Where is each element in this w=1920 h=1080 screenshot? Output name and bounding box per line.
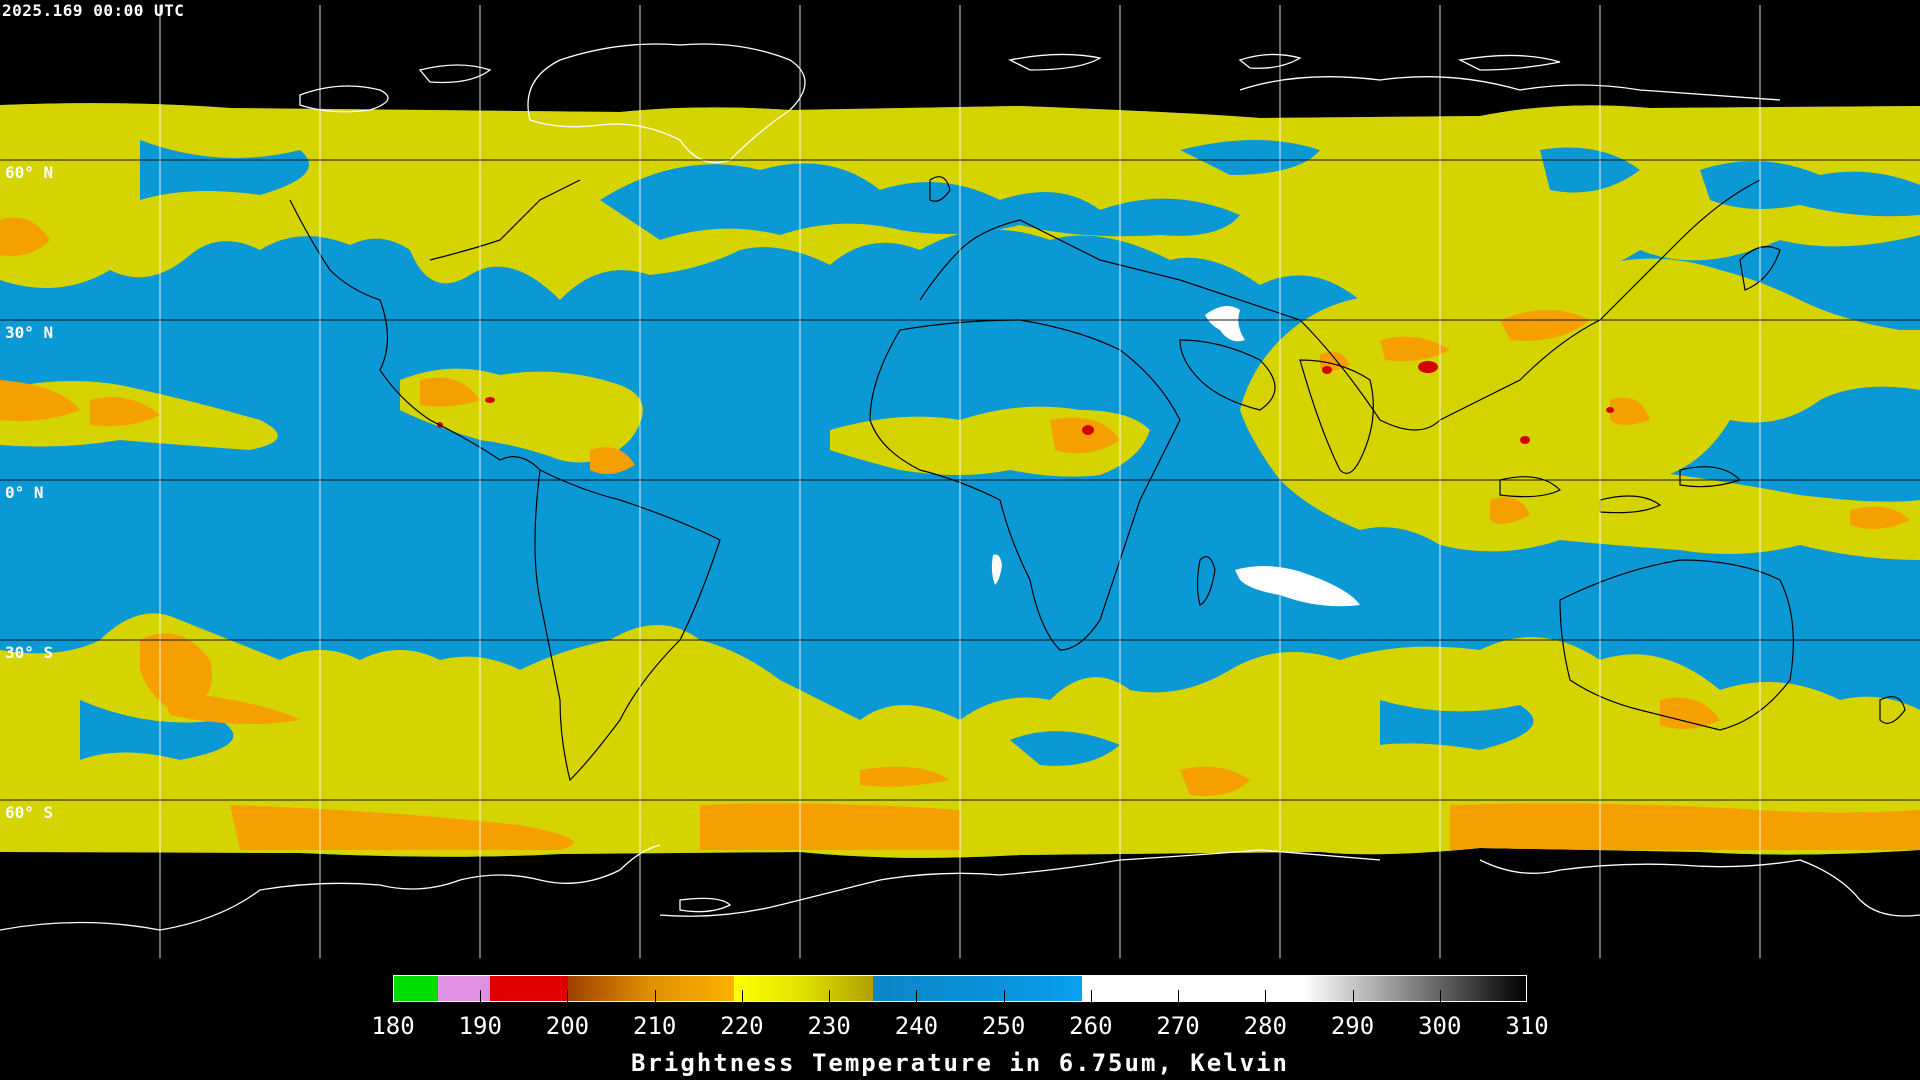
- asia-moist-region: [1240, 258, 1920, 552]
- colorbar-tick-mark: [1352, 990, 1354, 1002]
- south-dry-intrusion: [80, 700, 234, 760]
- colorbar-tick-label: 250: [981, 1012, 1026, 1040]
- colorbar-tick-mark: [1178, 990, 1180, 1002]
- colorbar-tick-label: 200: [545, 1012, 590, 1040]
- satellite-map: [0, 5, 1920, 958]
- colorbar-tick-mark: [916, 990, 918, 1002]
- deep-convection-cells: [437, 361, 1614, 444]
- colorbar-tick-mark: [1090, 990, 1092, 1002]
- colorbar-tick-mark: [567, 990, 569, 1002]
- longitude-lines: [159, 5, 1761, 958]
- colorbar-tick-label: 230: [807, 1012, 851, 1040]
- colorbar-segment: [489, 976, 569, 1001]
- colorbar-title: Brightness Temperature in 6.75um, Kelvin: [631, 1049, 1289, 1077]
- colorbar-tick-mark: [741, 990, 743, 1002]
- north-dry-intrusion: [1700, 161, 1920, 217]
- colorbar-tick-label: 300: [1418, 1012, 1462, 1040]
- north-dry-intrusion: [1180, 140, 1320, 175]
- colorbar-tick-label: 310: [1505, 1012, 1549, 1040]
- colorbar-tick-label: 260: [1069, 1012, 1113, 1040]
- colorbar-segment: [872, 976, 1082, 1001]
- colorbar-tick-label: 180: [371, 1012, 415, 1040]
- colorbar-segment: [437, 976, 490, 1001]
- colorbar-tick-mark: [1265, 990, 1267, 1002]
- north-dry-intrusion: [140, 140, 309, 200]
- cold-patches: [0, 217, 1920, 850]
- lat-label-60s: 60° S: [5, 803, 54, 822]
- lat-label-0n: 0° N: [5, 483, 44, 502]
- colorbar-segment: [568, 976, 734, 1001]
- colorbar-tick-label: 210: [633, 1012, 677, 1040]
- colorbar-segment: [394, 976, 438, 1001]
- colorbar-tick-label: 280: [1243, 1012, 1287, 1040]
- lat-label-30n: 30° N: [5, 323, 54, 342]
- colorbar-tick-label: 190: [458, 1012, 502, 1040]
- south-dry-intrusion: [1380, 700, 1534, 750]
- colorbar-tick-label: 290: [1330, 1012, 1375, 1040]
- colorbar-segment: [733, 976, 873, 1001]
- colorbar-tick-mark: [480, 990, 482, 1002]
- maritime-continent-moist: [1490, 462, 1920, 560]
- south-dry-intrusion: [1010, 731, 1120, 766]
- latitude-lines: [0, 159, 1920, 801]
- north-dry-intrusion: [600, 163, 1240, 240]
- north-dry-intrusion: [1540, 147, 1640, 193]
- lat-label-30s: 30° S: [5, 643, 54, 662]
- colorbar-tick-mark: [1003, 990, 1005, 1002]
- colorbar-tick-label: 240: [894, 1012, 939, 1040]
- colorbar-tick-mark: [829, 990, 831, 1002]
- colorbar-tick-label: 270: [1156, 1012, 1200, 1040]
- colorbar: [393, 975, 1527, 1002]
- colorbar-tick-label: 220: [720, 1012, 764, 1040]
- colorbar-tick-mark: [654, 990, 656, 1002]
- timestamp: 2025.169 00:00 UTC: [2, 1, 185, 20]
- colorbar-tick-labels: 180 190 200 210 220 230 240 250 260 270 280 290 300 3…: [0, 1012, 1920, 1042]
- very-dry-patches: [991, 306, 1360, 607]
- colorbar-tick-mark: [1439, 990, 1441, 1002]
- colorbar-segment: [1081, 976, 1526, 1001]
- graticule: [0, 5, 1920, 958]
- lat-label-60n: 60° N: [5, 163, 54, 182]
